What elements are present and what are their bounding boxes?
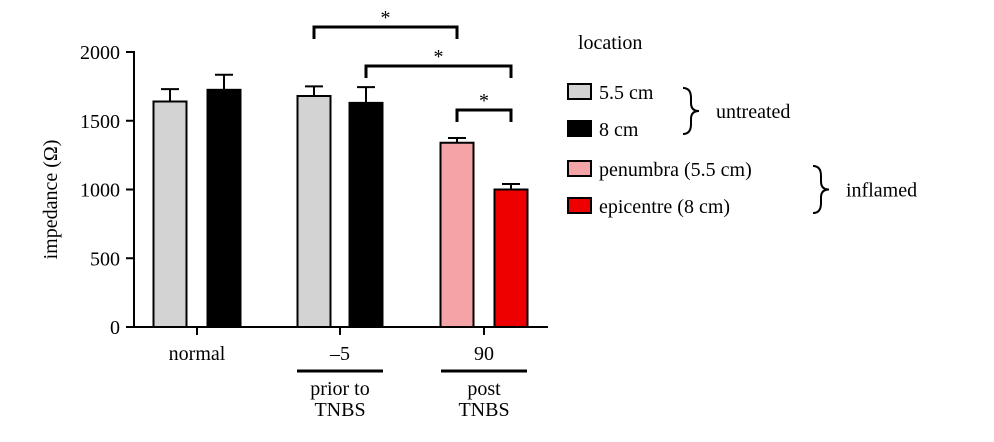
axes: 0 500 1000 1500 2000 impedance (Ω) normal –5 pri… bbox=[40, 42, 548, 421]
legend-label: penumbra (5.5 cm) bbox=[599, 159, 752, 181]
bar bbox=[348, 101, 384, 328]
x-group-sublabel: TNBS bbox=[458, 399, 509, 421]
x-group-sublabel: prior to bbox=[310, 378, 369, 400]
legend-group-label: inflamed bbox=[846, 180, 917, 202]
legend-swatch bbox=[567, 83, 592, 100]
legend-swatch bbox=[567, 197, 592, 214]
legend-title: location bbox=[578, 32, 642, 54]
y-axis-label: impedance (Ω) bbox=[40, 140, 62, 260]
significance-star: * bbox=[434, 46, 444, 68]
bars bbox=[152, 73, 529, 328]
x-group-sublabel: post bbox=[467, 378, 501, 400]
x-group-sublabel: TNBS bbox=[314, 399, 365, 421]
legend-brace bbox=[812, 165, 830, 214]
y-tick-label: 1000 bbox=[80, 180, 120, 202]
legend: location 5.5 cm 8 cm penumbra (5.5 cm) epice… bbox=[567, 32, 917, 218]
x-group-label: 90 bbox=[474, 343, 494, 365]
bar bbox=[493, 188, 529, 328]
bar bbox=[152, 100, 188, 328]
significance-bracket bbox=[455, 108, 513, 122]
bar bbox=[296, 95, 332, 328]
y-tick-label: 1500 bbox=[80, 111, 120, 133]
bar bbox=[439, 141, 475, 328]
y-tick-label: 2000 bbox=[80, 42, 120, 64]
x-group-label: normal bbox=[169, 343, 226, 365]
x-group-label: –5 bbox=[329, 343, 350, 365]
legend-group-label: untreated bbox=[716, 101, 790, 123]
legend-label: 8 cm bbox=[599, 119, 639, 141]
y-tick-label: 500 bbox=[90, 248, 120, 270]
significance-bracket bbox=[312, 25, 459, 39]
legend-label: epicentre (8 cm) bbox=[599, 196, 730, 218]
legend-swatch bbox=[567, 120, 592, 137]
bar bbox=[206, 88, 242, 328]
y-tick-label: 0 bbox=[110, 317, 120, 339]
significance-star: * bbox=[381, 7, 391, 29]
significance-brackets: * * * bbox=[312, 7, 513, 122]
legend-swatch bbox=[567, 160, 592, 177]
legend-brace bbox=[682, 87, 700, 135]
significance-star: * bbox=[479, 90, 489, 112]
legend-label: 5.5 cm bbox=[599, 82, 654, 104]
significance-bracket bbox=[364, 64, 513, 78]
